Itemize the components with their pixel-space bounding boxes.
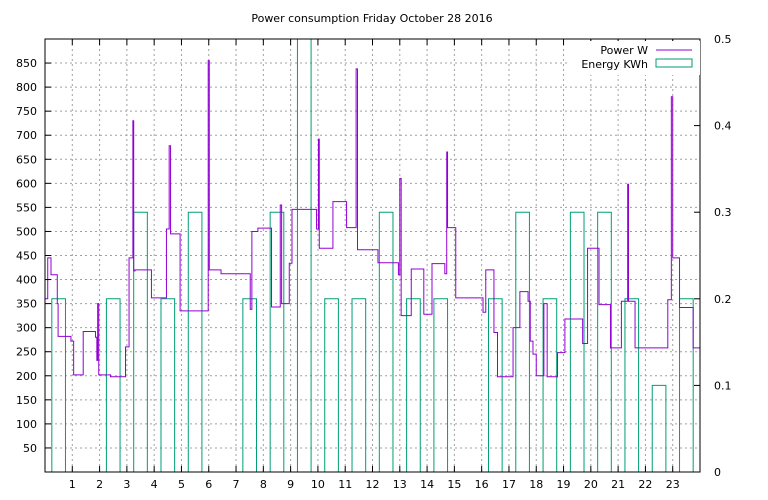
x-tick-label: 19 xyxy=(557,478,571,491)
y-tick-label: 700 xyxy=(16,129,37,142)
energy-bar xyxy=(597,211,612,472)
y-tick-label: 500 xyxy=(16,225,37,238)
x-tick-label: 3 xyxy=(123,478,130,491)
legend-box xyxy=(570,41,700,75)
y-tick-label: 450 xyxy=(16,250,37,263)
legend-label-energy: Energy KWh xyxy=(581,58,648,71)
chart-title: Power consumption Friday October 28 2016 xyxy=(251,12,492,25)
x-tick-label: 6 xyxy=(205,478,212,491)
x-tick-label: 2 xyxy=(96,478,103,491)
power-line-layer xyxy=(45,60,700,378)
x-tick-label: 5 xyxy=(178,478,185,491)
energy-bar xyxy=(187,211,203,472)
y-tick-label: 550 xyxy=(16,201,37,214)
x-tick-label: 10 xyxy=(311,478,325,491)
legend-swatch-energy xyxy=(655,58,693,68)
x-tick-label: 9 xyxy=(287,478,294,491)
energy-bar xyxy=(378,211,394,472)
y2-tick-label: 0.1 xyxy=(714,379,732,392)
x-tick-label: 13 xyxy=(393,478,407,491)
y-tick-label: 250 xyxy=(16,346,37,359)
energy-bar xyxy=(679,298,694,472)
y-tick-label: 50 xyxy=(23,442,37,455)
energy-bar xyxy=(351,298,367,472)
energy-bar xyxy=(406,298,421,472)
x-tick-label: 12 xyxy=(366,478,380,491)
energy-bar xyxy=(296,38,312,472)
axes xyxy=(44,38,701,473)
x-tick-label: 18 xyxy=(529,478,543,491)
energy-bar xyxy=(324,298,339,472)
x-tick-label: 22 xyxy=(638,478,652,491)
energy-bars xyxy=(51,38,694,472)
y-tick-label: 650 xyxy=(16,153,37,166)
energy-bar xyxy=(269,211,285,472)
y2-tick-label: 0 xyxy=(714,466,721,479)
x-tick-label: 1 xyxy=(69,478,76,491)
power-line xyxy=(45,60,700,378)
x-tick-label: 17 xyxy=(502,478,516,491)
x-tick-label: 21 xyxy=(611,478,625,491)
x-tick-label: 11 xyxy=(338,478,352,491)
y2-tick-label: 0.5 xyxy=(714,33,732,46)
energy-bar xyxy=(624,298,640,472)
y-tick-label: 300 xyxy=(16,322,37,335)
energy-bar xyxy=(160,298,176,472)
energy-bar xyxy=(133,211,148,472)
y-tick-label: 750 xyxy=(16,105,37,118)
energy-bar xyxy=(651,384,667,472)
energy-bar xyxy=(542,298,558,472)
energy-bar xyxy=(105,298,121,472)
x-tick-label: 20 xyxy=(584,478,598,491)
energy-bar xyxy=(51,298,66,472)
x-tick-label: 4 xyxy=(151,478,158,491)
x-tick-label: 8 xyxy=(260,478,267,491)
grid-lines xyxy=(45,39,700,472)
x-tick-label: 14 xyxy=(420,478,434,491)
y-tick-label: 350 xyxy=(16,298,37,311)
x-tick-label: 15 xyxy=(447,478,461,491)
energy-bar xyxy=(515,211,530,472)
y2-tick-label: 0.3 xyxy=(714,206,732,219)
tick-labels: 1 2 3 4 5 6 7 8 9 10 11 12 13 14 15 16 17 18 19 20 21 22 23501… xyxy=(16,33,732,491)
x-tick-label: 7 xyxy=(233,478,240,491)
y2-tick-label: 0.4 xyxy=(714,120,732,133)
x-tick-label: 23 xyxy=(666,478,680,491)
energy-bar xyxy=(433,298,449,472)
y-tick-label: 100 xyxy=(16,418,37,431)
x-tick-label: 16 xyxy=(475,478,489,491)
legend: Power W Energy KWh xyxy=(570,41,700,75)
y-tick-label: 600 xyxy=(16,177,37,190)
energy-bar xyxy=(487,298,503,472)
legend-label-power: Power W xyxy=(600,44,648,57)
y2-tick-label: 0.2 xyxy=(714,293,732,306)
energy-bar xyxy=(569,211,585,472)
y-tick-label: 150 xyxy=(16,394,37,407)
y-tick-label: 850 xyxy=(16,57,37,70)
y-tick-label: 800 xyxy=(16,81,37,94)
y-tick-label: 200 xyxy=(16,370,37,383)
y-tick-label: 400 xyxy=(16,274,37,287)
energy-bar xyxy=(242,298,258,472)
